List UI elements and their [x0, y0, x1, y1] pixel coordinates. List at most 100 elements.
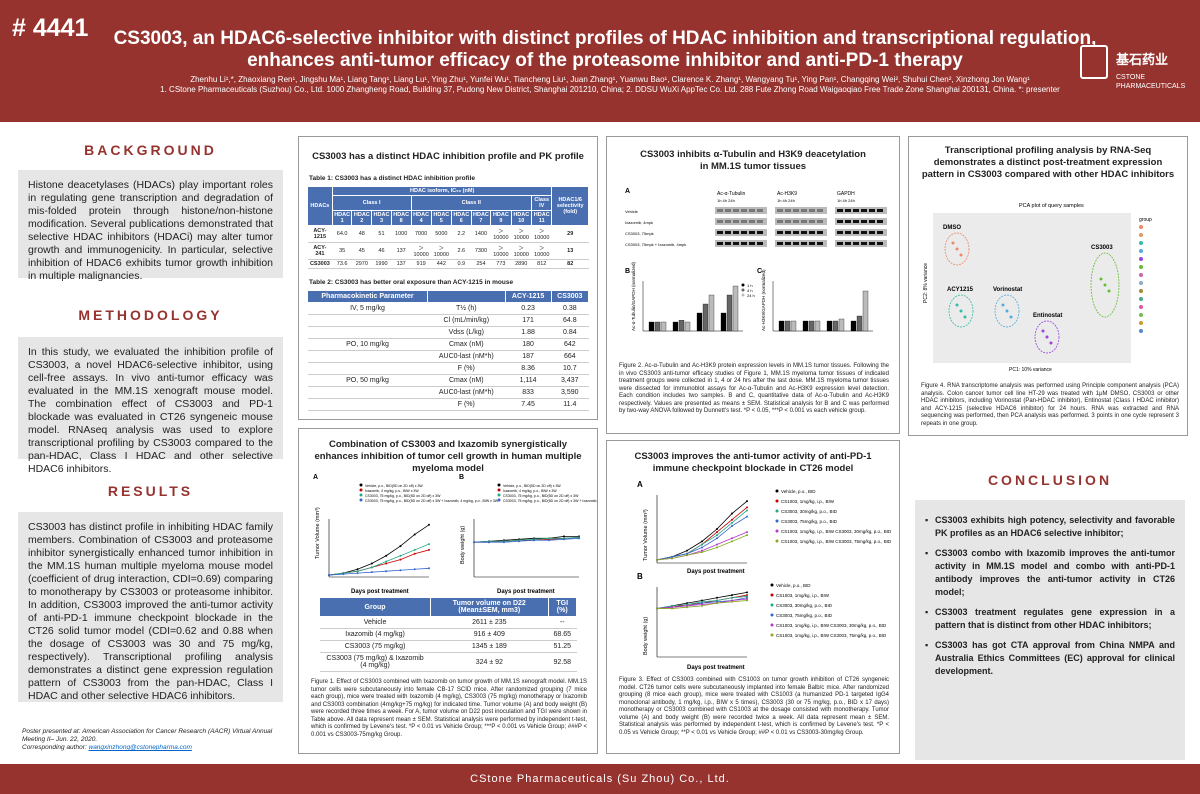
- data-point: [686, 549, 688, 552]
- conclusion-item: CS3003 has got CTA approval from China N…: [925, 639, 1175, 678]
- data-point: [548, 539, 550, 542]
- pca-cluster: [944, 232, 970, 266]
- data-point: [399, 569, 402, 572]
- col-isoform: HDAC isoform, IC₅₀ (nM): [331, 186, 553, 196]
- blot-band: [785, 209, 791, 212]
- fig2-label-b: B: [625, 268, 630, 275]
- legend-label: CS3003, 75 mg/kg, p.o., BID(5D on 2D off…: [365, 499, 499, 503]
- quant-bar: [790, 320, 797, 332]
- data-point: [701, 604, 703, 607]
- pca-cluster-label: DMSO: [943, 225, 961, 231]
- data-point: [716, 546, 718, 549]
- blot-band: [741, 209, 747, 212]
- results-text: CS3003 has distinct profile in inhibitin…: [18, 512, 283, 702]
- data-point: [716, 528, 718, 530]
- conclusion-item: CS3003 exhibits high potency, selectivit…: [925, 514, 1175, 540]
- legend-marker: [359, 488, 363, 492]
- rnaseq-panel: Transcriptional profiling analysis by RN…: [908, 136, 1188, 436]
- label-b: B: [459, 474, 464, 481]
- legend-label: CS3003, 75 mg/kg, p.o., BID(5D on 2D off…: [365, 494, 441, 498]
- blot-band: [845, 242, 851, 245]
- legend-marker: [1139, 225, 1143, 229]
- quant-bars: 1 h4 h24 h: [642, 281, 873, 332]
- table-row: PO, 50 mg/kg Cmax (nM) 1,114 3,437: [307, 374, 589, 387]
- data-point: [370, 571, 373, 574]
- blot-band: [837, 242, 843, 245]
- data-point: [671, 555, 673, 558]
- data-point: [731, 540, 733, 543]
- legend-marker: [1139, 265, 1143, 269]
- pk-col: ACY-1215: [504, 290, 552, 303]
- meeting-note: Poster presented at: American Associatio…: [22, 728, 284, 752]
- blot-band: [741, 242, 747, 245]
- table-row: F (%) 7.45 11.4: [307, 398, 589, 411]
- series-line: [328, 567, 430, 576]
- logo-mark-icon: [1080, 45, 1108, 79]
- blot-band: [869, 242, 875, 245]
- poster-title: CS3003, an HDAC6-selective inhibitor wit…: [90, 28, 1120, 72]
- blot-band: [801, 209, 807, 212]
- data-point: [746, 599, 748, 602]
- quant-bar: [838, 318, 845, 332]
- blot-band: [793, 220, 799, 223]
- blot-row-label: Ixazomib, 4mpk: [625, 220, 653, 225]
- legend-label: CS3003, 30mg/kg, p.o., BID: [781, 509, 838, 514]
- pca-point: [1049, 341, 1053, 345]
- ct26-charts: A B Tumor Volume (mm³) Body weight (g) D…: [637, 480, 892, 671]
- data-point: [488, 541, 490, 544]
- pca-cluster-label: CS3003: [1091, 245, 1113, 251]
- data-point: [385, 554, 388, 557]
- legend-label: Vehicle, p.o., BID(5D on 2D off) x 3W: [503, 484, 561, 488]
- table-row: AUC0-last (nM*h) 187 664: [307, 350, 589, 363]
- blot-head: Ac-α-Tubulin: [717, 191, 745, 197]
- blot-band: [877, 209, 883, 212]
- figure2-caption: Figure 2. Ac-α-Tubulin and Ac-H3K9 prote…: [619, 363, 889, 414]
- data-point: [370, 562, 373, 565]
- pk-col: Pharmacokinetic Parameter: [307, 290, 428, 303]
- blot-band: [785, 242, 791, 245]
- blot-band: [861, 220, 867, 223]
- blot-band: [749, 231, 755, 234]
- legend-label: CS3003, 30mg/kg, p.o., BID: [776, 603, 833, 608]
- pca-cluster-label: Vorinostat: [993, 287, 1022, 293]
- pca-legend: [1139, 225, 1143, 333]
- data-point: [342, 573, 345, 576]
- blot-row-label: CS3003, 75mpk: [625, 231, 654, 236]
- quant-bar: [672, 321, 679, 332]
- legend-marker: [770, 633, 774, 637]
- legend-marker: [1139, 249, 1143, 253]
- table2-caption: Table 2: CS3003 has better oral exposure…: [309, 279, 514, 286]
- table-row: ACY-1215 64.0 48 51 1000 7000 5000 2.2 1400 ＞1000…: [307, 225, 589, 243]
- legend-marker: [775, 529, 779, 533]
- legend-marker: [1139, 281, 1143, 285]
- blot-band: [733, 231, 739, 234]
- data-point: [428, 523, 430, 526]
- data-point: [746, 531, 748, 534]
- data-point: [356, 572, 359, 575]
- blot-band: [809, 242, 815, 245]
- legend-marker: [497, 483, 501, 487]
- pca-cluster-label: Entinostat: [1033, 313, 1062, 319]
- quant-bar: [784, 320, 791, 332]
- legend-marker: [1139, 241, 1143, 245]
- hdac-col: HDAC 3: [371, 210, 392, 226]
- conclusion-item: CS3003 treatment regulates gene expressi…: [925, 606, 1175, 632]
- legend-label: CS3003, 75mg/kg, p.o., BID: [776, 613, 833, 618]
- blot-band: [785, 231, 791, 234]
- table-row: AUC0-last (nM*h) 833 3,590: [307, 386, 589, 399]
- tumor-volume-chart: [328, 519, 430, 578]
- legend-marker: [770, 613, 774, 617]
- pca-cluster: [1090, 252, 1120, 318]
- figure1-caption: Figure 1. Effect of CS3003 combined with…: [311, 679, 587, 738]
- data-point: [428, 543, 430, 546]
- author-email-link[interactable]: wangxinzhong@cstonepharma.com: [88, 744, 192, 751]
- data-point: [701, 546, 703, 549]
- quant-bar: [648, 321, 655, 332]
- series-line: [328, 543, 430, 576]
- quant-bar: [678, 320, 685, 332]
- data-point: [370, 566, 373, 569]
- data-point: [533, 539, 535, 542]
- hdac-col: HDAC 8: [390, 210, 412, 226]
- pca-point: [955, 303, 959, 307]
- western-blot-panel: CS3003 inhibits α-Tubulin and H3K9 deace…: [606, 136, 900, 434]
